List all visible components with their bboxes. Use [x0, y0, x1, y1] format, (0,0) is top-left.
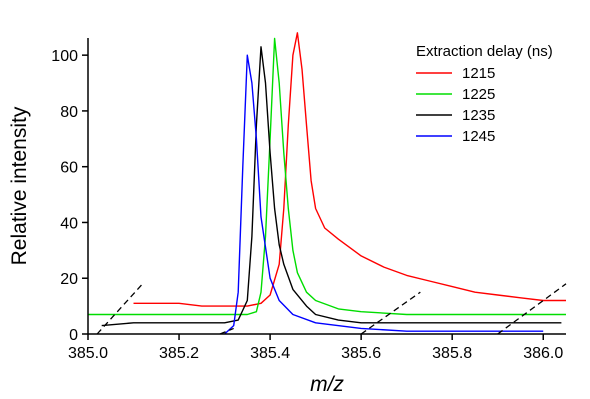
series-line-1245: [224, 54, 544, 335]
series-line-1215: [133, 32, 566, 307]
series-line-1235: [101, 46, 562, 327]
plot-lines: [88, 32, 566, 335]
x-tick-label: 385.6: [341, 345, 381, 362]
baseline-dashed-line: [497, 283, 567, 335]
baseline-lines: [96, 283, 567, 335]
x-tick-label: 385.2: [159, 345, 199, 362]
y-tick-label: 40: [60, 215, 78, 232]
x-tick-label: 385.0: [68, 345, 108, 362]
x-tick-label: 385.4: [250, 345, 290, 362]
legend-label: 1225: [462, 86, 495, 103]
baseline-dashed-line: [219, 327, 234, 335]
x-tick-label: 385.8: [432, 345, 472, 362]
x-axis-title: m/z: [310, 373, 344, 396]
y-tick-label: 100: [51, 48, 78, 65]
y-tick-label: 0: [69, 327, 78, 344]
x-tick-label: 386.0: [523, 345, 563, 362]
legend-label: 1215: [462, 65, 495, 82]
baseline-dashed-line: [96, 283, 144, 335]
x-axis: 385.0 385.2 385.4 385.6 385.8 386.0: [68, 333, 566, 362]
legend-label: 1245: [462, 128, 495, 145]
y-axis: 0 20 40 60 80 100: [51, 38, 89, 344]
y-axis-title: Relative intensity: [8, 106, 31, 265]
y-tick-label: 80: [60, 104, 78, 121]
legend-title: Extraction delay (ns): [416, 43, 553, 60]
y-tick-label: 20: [60, 271, 78, 288]
baseline-dashed-line: [360, 291, 421, 335]
y-tick-label: 60: [60, 160, 78, 177]
legend: Extraction delay (ns) 1215 1225 1235 1245: [416, 43, 553, 145]
series-line-1225: [88, 37, 566, 316]
legend-label: 1235: [462, 107, 495, 124]
